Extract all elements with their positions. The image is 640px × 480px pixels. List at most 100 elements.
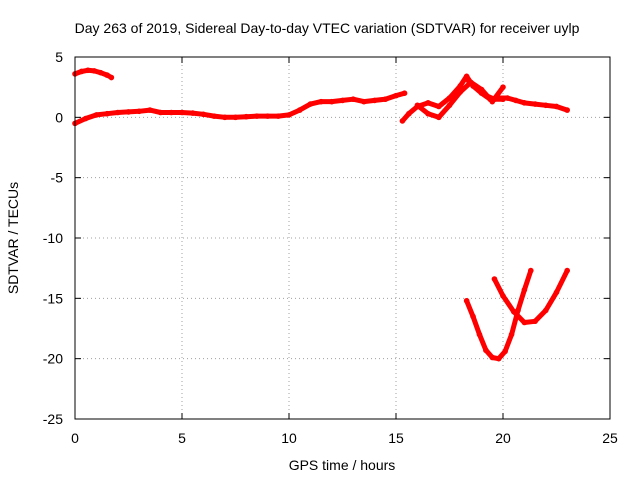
x-tick-label: 25 [602,430,618,446]
data-point [350,96,357,103]
data-point [564,267,570,274]
data-point [78,68,85,75]
data-point [91,68,98,74]
data-point [495,355,502,362]
data-point [85,67,91,74]
data-point [491,276,498,282]
data-point [243,113,249,120]
data-point [465,78,472,84]
data-point [532,101,538,107]
x-axis-label: GPS time / hours [289,457,396,473]
ticks [74,56,611,420]
data-point [543,307,549,314]
data-point [399,118,406,124]
data-point [425,110,431,117]
data-point [157,109,164,116]
y-tick-label: 0 [55,109,63,125]
data-point [470,313,476,320]
data-point [108,74,115,81]
data-point [296,107,303,113]
data-point [489,354,496,361]
data-point [168,109,175,116]
data-point [382,96,389,103]
data-point [500,96,506,103]
data-point [521,319,528,326]
data-point [264,113,271,119]
data-point [500,293,506,299]
data-point [232,114,239,121]
data-point [125,109,132,115]
y-tick-label: -5 [51,170,64,186]
data-point [104,72,110,78]
data-point [82,115,89,122]
data-point [521,100,528,106]
data-point [104,110,110,117]
data-point [393,92,399,99]
data-point [504,95,511,101]
x-tick-label: 15 [388,430,404,446]
data-point [508,331,515,338]
data-point [179,109,185,116]
x-tick-label: 0 [71,430,79,446]
data-point [476,331,483,338]
data-point [436,103,442,110]
data-point [510,308,517,315]
data-point [371,97,378,104]
data-point [414,102,421,109]
y-tick-label: -20 [43,351,63,367]
data-point [93,112,100,118]
data-point [339,97,346,104]
data-point [532,318,538,325]
data-point [564,107,570,113]
data-point [200,111,207,118]
data-point [147,107,153,113]
data-point [275,113,282,119]
data-point [97,69,104,76]
data-point [483,347,489,354]
data-point [528,267,534,274]
tick-labels: 0 5 10 15 20 25 -25 -20 -15 -10 -5 0 5 [43,49,618,446]
data-point [513,97,519,104]
data-point [553,103,560,110]
data-point [553,289,560,296]
x-tick-label: 5 [178,430,186,446]
data-point [318,98,324,105]
x-tick-label: 10 [281,430,297,446]
data-point [115,109,121,116]
data-point [329,98,335,105]
data-point [436,114,442,121]
data-point [406,110,412,117]
y-tick-label: -25 [43,411,63,427]
series-layer [72,67,570,362]
data-point [500,84,506,90]
data-point [189,110,196,116]
y-axis-label: SDTVAR / TECUs [5,182,21,294]
data-point [254,113,260,119]
data-point [286,112,292,118]
data-point [457,89,464,95]
x-tick-label: 20 [495,430,511,446]
data-point [307,101,314,107]
data-point [543,102,549,109]
y-tick-label: -15 [43,290,63,306]
data-point [136,108,142,115]
data-point [222,114,228,121]
data-point [401,90,408,96]
data-point [463,297,470,304]
data-point [474,85,481,92]
data-point [491,96,498,103]
chart-title: Day 263 of 2019, Sidereal Day-to-day VTE… [75,20,580,36]
data-point [463,73,470,80]
data-point [446,95,453,101]
y-tick-label: 5 [55,49,63,65]
data-point [211,113,217,119]
data-point [361,98,367,105]
y-tick-label: -10 [43,230,63,246]
data-point [446,102,453,109]
data-point [483,92,489,99]
data-point [425,100,431,106]
series-lower-arc-2 [491,268,570,325]
data-point [502,348,508,355]
data-point [521,287,528,293]
